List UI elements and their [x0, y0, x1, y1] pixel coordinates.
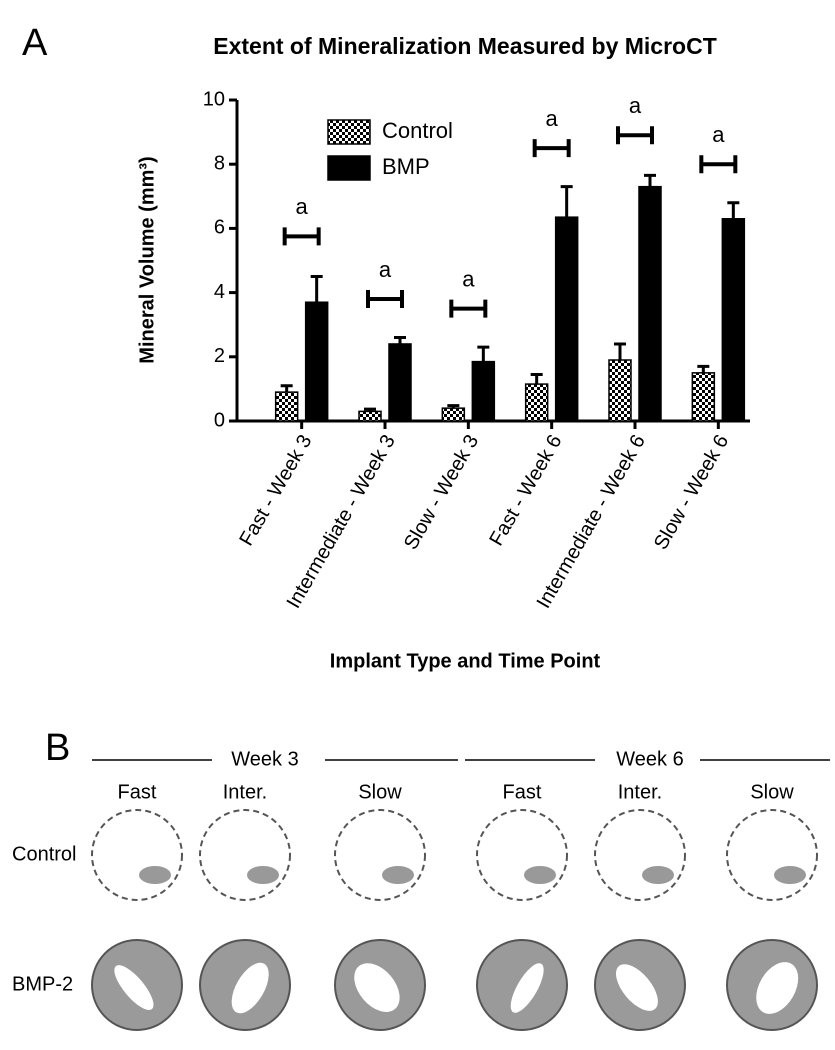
significance-label: a	[379, 257, 392, 282]
bar	[608, 359, 632, 422]
error-bar	[644, 173, 656, 187]
microct-detail	[247, 866, 279, 884]
microct-detail	[114, 965, 154, 1010]
error-bar	[477, 345, 490, 362]
microct-detail	[774, 866, 806, 884]
panel-label: B	[45, 727, 70, 769]
significance-label: a	[712, 122, 725, 147]
bar	[721, 218, 746, 422]
significance-label: a	[462, 266, 475, 291]
microct-detail	[231, 962, 269, 1014]
error-bar	[560, 185, 573, 218]
x-tick-label: Fast - Week 3	[235, 431, 316, 549]
significance-bracket	[532, 139, 571, 158]
microct-image	[199, 809, 291, 901]
significance-bracket	[449, 299, 488, 318]
row-label: Control	[12, 843, 76, 865]
significance-label: a	[629, 93, 642, 118]
bar	[441, 407, 466, 422]
legend-label: Control	[382, 118, 453, 143]
significance-bracket	[699, 155, 738, 174]
error-bar	[310, 275, 323, 303]
x-tick-label: Fast - Week 6	[485, 431, 566, 549]
microct-detail	[354, 963, 400, 1012]
y-tick-label: 4	[214, 281, 225, 303]
group-label: Week 3	[231, 748, 298, 770]
x-axis-label: Implant Type and Time Point	[330, 650, 601, 672]
bar	[304, 301, 329, 422]
error-bar	[364, 407, 376, 412]
chart-title: Extent of Mineralization Measured by Mic…	[213, 33, 717, 59]
significance-label: a	[296, 194, 309, 219]
x-tick-label: Slow - Week 3	[400, 431, 483, 553]
microct-detail	[642, 866, 674, 884]
microct-detail	[139, 866, 171, 884]
row-label: BMP-2	[12, 973, 73, 995]
significance-bracket	[282, 227, 321, 246]
column-label: Slow	[750, 781, 794, 803]
y-tick-label: 8	[214, 152, 225, 174]
y-axis-label: Mineral Volume (mm³)	[136, 156, 158, 363]
column-label: Fast	[503, 781, 542, 803]
bar	[554, 216, 579, 422]
microct-detail	[756, 962, 799, 1014]
group-label: Week 6	[616, 748, 683, 770]
significance-label: a	[546, 106, 559, 131]
error-bar	[530, 372, 543, 385]
panel-b: Week 3 Week 6 Fast Inter. Slow Fast Inter. Slow…	[12, 748, 830, 1031]
legend-label: BMP	[382, 154, 430, 179]
microct-image	[476, 809, 568, 901]
bar	[691, 372, 716, 422]
error-bar	[614, 342, 626, 361]
bar	[388, 343, 412, 422]
bar	[638, 185, 662, 422]
significance-bracket	[616, 126, 654, 145]
column-label: Inter.	[618, 781, 662, 803]
legend-swatch	[327, 119, 371, 145]
column-label: Inter.	[223, 781, 267, 803]
bar	[274, 391, 299, 422]
y-tick-label: 2	[214, 345, 225, 367]
error-bar	[394, 336, 406, 344]
error-bar	[697, 364, 710, 373]
microct-image	[726, 809, 818, 901]
microct-detail	[615, 964, 658, 1011]
y-tick-label: 6	[214, 217, 225, 239]
x-tick-label: Slow - Week 6	[650, 431, 733, 553]
error-bar	[280, 384, 293, 393]
y-tick-label: 0	[214, 409, 225, 431]
bar	[471, 360, 496, 422]
legend-swatch	[327, 155, 371, 181]
bar	[358, 410, 382, 422]
error-bar	[727, 201, 740, 219]
panel-label: A	[22, 22, 48, 64]
y-tick-label: 10	[203, 88, 225, 110]
microct-detail	[524, 866, 556, 884]
column-label: Fast	[118, 781, 157, 803]
microct-image	[334, 809, 426, 901]
microct-image	[594, 809, 686, 901]
error-bar	[447, 404, 460, 409]
microct-detail	[510, 963, 544, 1013]
microct-detail	[382, 866, 414, 884]
microct-image	[91, 809, 183, 901]
bar	[524, 383, 549, 422]
column-label: Slow	[358, 781, 402, 803]
significance-bracket	[366, 290, 404, 309]
